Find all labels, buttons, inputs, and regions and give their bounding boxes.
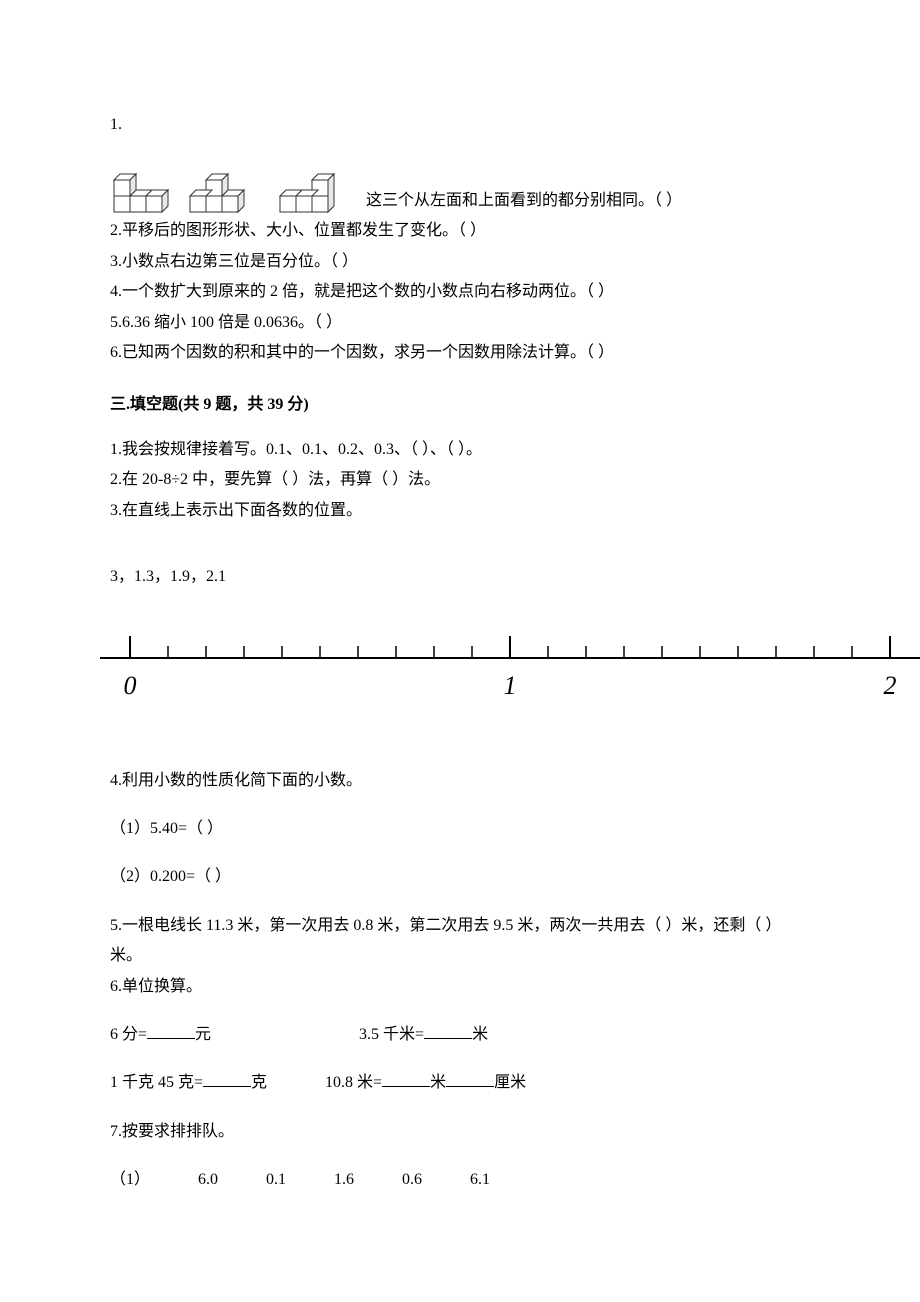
blank[interactable]	[382, 1070, 430, 1087]
s3-q7-1: （1） 6.0 0.1 1.6 0.6 6.1	[110, 1165, 810, 1195]
s2-q4: 4.一个数扩大到原来的 2 倍，就是把这个数的小数点向右移动两位。（ ）	[110, 277, 810, 307]
s3-q4-2: （2）0.200=（ ）	[110, 862, 810, 892]
q7-1-v3: 0.6	[402, 1165, 422, 1195]
q7-1-v0: 6.0	[198, 1165, 218, 1195]
s2-q1-tail: 这三个从左面和上面看到的都分别相同。（ ）	[366, 186, 682, 216]
blank[interactable]	[446, 1070, 494, 1087]
s3-q6: 6.单位换算。	[110, 972, 810, 1002]
page: 1.	[0, 0, 920, 1236]
s2-q6: 6.已知两个因数的积和其中的一个因数，求另一个因数用除法计算。（ ）	[110, 338, 810, 368]
q6a-label: 6 分=	[110, 1026, 147, 1043]
blank[interactable]	[147, 1022, 195, 1039]
q6a-unit: 元	[195, 1026, 211, 1043]
blank[interactable]	[424, 1022, 472, 1039]
svg-text:0: 0	[124, 671, 137, 700]
svg-text:2: 2	[884, 671, 897, 700]
spacer	[110, 893, 810, 911]
spacer	[110, 592, 810, 628]
q6d-unit2: 厘米	[494, 1074, 526, 1091]
s3-q6-row1: 6 分= 元 3.5 千米= 米	[110, 1020, 810, 1050]
q6d-label: 10.8 米=	[325, 1074, 382, 1091]
spacer	[110, 526, 810, 562]
s3-q5: 5.一根电线长 11.3 米，第一次用去 0.8 米，第二次用去 9.5 米，两…	[110, 911, 810, 972]
q6b-unit: 米	[472, 1026, 488, 1043]
spacer	[110, 1002, 810, 1020]
spacer	[110, 730, 810, 766]
number-line-svg: 0 1 2	[100, 628, 920, 718]
cubes-fig-1	[110, 168, 174, 216]
s3-q3-values: 3，1.3，1.9，2.1	[110, 562, 810, 592]
cubes-fig-2	[186, 168, 264, 216]
q6b-label: 3.5 千米=	[359, 1026, 424, 1043]
s3-q4-1: （1）5.40=（ ）	[110, 814, 810, 844]
s3-q4: 4.利用小数的性质化简下面的小数。	[110, 766, 810, 796]
q7-1-label: （1）	[110, 1165, 150, 1195]
s2-q2: 2.平移后的图形形状、大小、位置都发生了变化。（ ）	[110, 216, 810, 246]
cubes-row: 这三个从左面和上面看到的都分别相同。（ ）	[110, 168, 810, 216]
q7-1-v2: 1.6	[334, 1165, 354, 1195]
q7-1-v1: 0.1	[266, 1165, 286, 1195]
s2-q1-number: 1.	[110, 110, 810, 140]
spacer	[110, 1147, 810, 1165]
s3-q3: 3.在直线上表示出下面各数的位置。	[110, 496, 810, 526]
q6c-unit: 克	[251, 1074, 267, 1091]
s3-q2: 2.在 20-8÷2 中，要先算（ ）法，再算（ ）法。	[110, 465, 810, 495]
q6d-unit1: 米	[430, 1074, 446, 1091]
s3-q7: 7.按要求排排队。	[110, 1117, 810, 1147]
spacer	[110, 844, 810, 862]
section-3-title: 三.填空题(共 9 题，共 39 分)	[110, 390, 810, 420]
s2-q5: 5.6.36 缩小 100 倍是 0.0636。（ ）	[110, 308, 810, 338]
q7-1-v4: 6.1	[470, 1165, 490, 1195]
s3-q6-row2: 1 千克 45 克= 克 10.8 米= 米 厘米	[110, 1068, 810, 1098]
number-line: 0 1 2	[100, 628, 920, 729]
spacer	[110, 1099, 810, 1117]
svg-text:1: 1	[504, 671, 517, 700]
blank[interactable]	[203, 1070, 251, 1087]
s2-q3: 3.小数点右边第三位是百分位。（ ）	[110, 247, 810, 277]
s3-q1: 1.我会按规律接着写。0.1、0.1、0.2、0.3、（ ）、（ ）。	[110, 435, 810, 465]
spacer	[110, 796, 810, 814]
spacer	[110, 1050, 810, 1068]
cubes-fig-3	[276, 168, 354, 216]
q6c-label: 1 千克 45 克=	[110, 1074, 203, 1091]
